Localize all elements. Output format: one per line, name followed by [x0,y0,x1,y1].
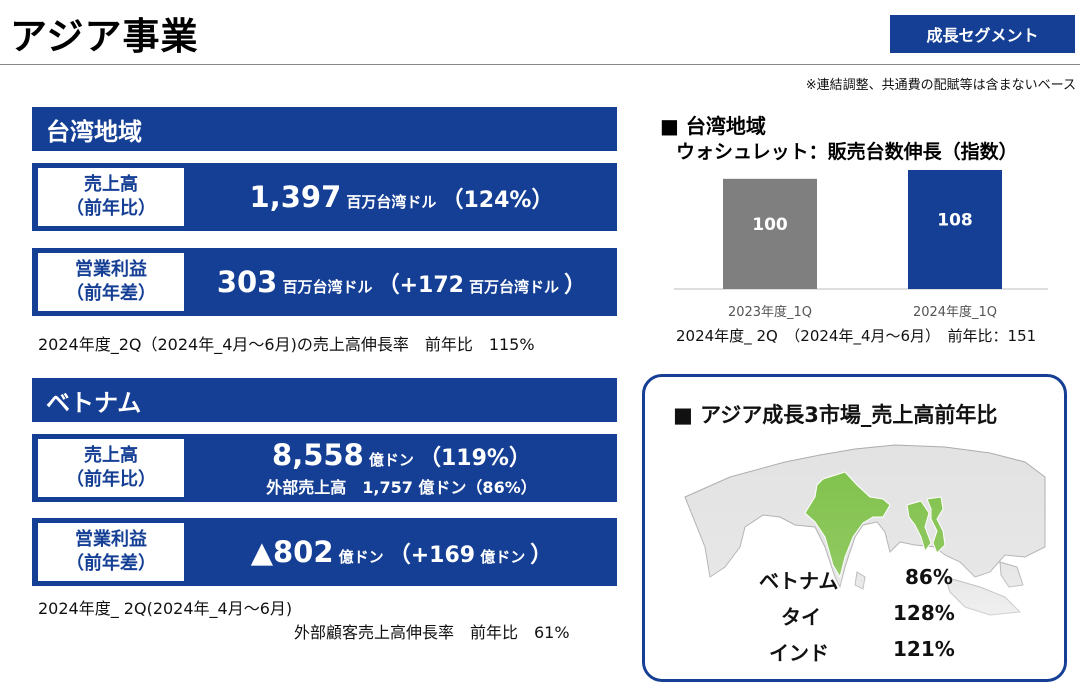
segment-badge: 成長セグメント [890,15,1075,53]
taiwan-profit-diff-close: ） [564,273,587,298]
taiwan-sales-row: 売上高 （前年比） 1,397 百万台湾ドル （124%） [32,163,617,231]
vietnam-sales-unit: 億ドン [368,451,414,469]
market-name: タイ [781,605,821,629]
label-line1: 売上高 [84,174,138,195]
vietnam-profit-label: 営業利益 （前年差） [38,523,184,581]
x-tick-label: 2024年度_1Q [913,304,997,320]
vietnam-footnote-line1: 2024年度_ 2Q(2024年_4月～6月) [38,599,293,618]
vietnam-sales-label: 売上高 （前年比） [38,439,184,497]
label-line1: 営業利益 [75,259,147,280]
vietnam-sales-ratio: （119%） [418,446,531,471]
label-line2: （前年差） [66,283,156,304]
asia-markets-panel: ■ アジア成長3市場_売上高前年比 ベトナム 86% タイ 128% インド 1… [642,374,1067,682]
vietnam-profit-unit: 億ドン [338,548,384,566]
header-divider [0,64,1080,65]
taiwan-profit-diff: （+172 [377,273,464,298]
market-name: ベトナム [759,569,839,593]
label-line2: （前年比） [66,198,156,219]
taiwan-sales-unit: 百万台湾ドル [346,193,437,211]
taiwan-footnote: 2024年度_2Q（2024年_4月～6月)の売上高伸長率 前年比 115% [38,335,535,354]
vietnam-sales-value: 8,558 [272,438,364,472]
vietnam-profit-value: ▲802 [250,535,334,569]
vietnam-footnote-line2: 外部顧客売上高伸長率 前年比 61% [294,623,570,642]
asia-map [645,427,1064,677]
taiwan-profit-value-block: 303 百万台湾ドル （+172 百万台湾ドル ） [192,248,611,316]
bar-value-label: 108 [937,211,973,231]
bar-2 [908,170,1002,289]
chart-subheading: ウォシュレット：販売台数伸長（指数） [676,141,1018,163]
vietnam-profit-diff-close: ） [530,543,553,568]
taiwan-profit-row: 営業利益 （前年差） 303 百万台湾ドル （+172 百万台湾ドル ） [32,248,617,316]
taiwan-sales-value: 1,397 [249,180,342,214]
taiwan-sales-value-block: 1,397 百万台湾ドル （124%） [192,163,611,231]
page-title: アジア事業 [10,15,199,58]
taiwan-profit-label: 営業利益 （前年差） [38,253,184,311]
market-value: 128% [893,601,955,625]
taiwan-profit-diff-unit: 百万台湾ドル [469,278,560,296]
label-line1: 売上高 [84,445,138,466]
bar-1 [723,178,817,289]
vietnam-sales-value-block: 8,558 億ドン （119%） 外部売上高 1,757 億ドン（86%） [192,434,611,502]
chart-footnote: 2024年度_ 2Q （2024年_4月～6月） 前年比：151 [676,327,1037,345]
scope-note: ※連結調整、共通費の配賦等は含まないベース [805,78,1076,93]
x-tick-label: 2023年度_1Q [728,304,812,320]
label-line2: （前年差） [66,553,156,574]
label-line2: （前年比） [66,469,156,490]
vietnam-sales-row: 売上高 （前年比） 8,558 億ドン （119%） 外部売上高 1,757 億… [32,434,617,502]
label-line1: 営業利益 [75,529,147,550]
taiwan-heading: 台湾地域 [32,107,617,151]
taiwan-sales-ratio: （124%） [441,188,554,213]
market-value: 86% [905,565,953,589]
taiwan-sales-label: 売上高 （前年比） [38,168,184,226]
chart-heading: ■ 台湾地域 [660,114,766,138]
taiwan-profit-value: 303 [216,265,278,299]
market-name: インド [769,641,829,665]
vietnam-profit-diff-unit: 億ドン [480,548,526,566]
taiwan-profit-unit: 百万台湾ドル [282,278,373,296]
vietnam-profit-row: 営業利益 （前年差） ▲802 億ドン （+169 億ドン ） [32,518,617,586]
vietnam-heading: ベトナム [32,378,617,422]
vietnam-external-sales: 外部売上高 1,757 億ドン（86%） [266,478,537,497]
vietnam-profit-diff: （+169 [388,543,476,568]
map-fade [645,427,1064,677]
bar-value-label: 100 [752,215,788,235]
washlet-bar-chart: 100 2023年度_1Q 108 2024年度_1Q [674,170,1048,320]
vietnam-profit-value-block: ▲802 億ドン （+169 億ドン ） [192,518,611,586]
market-value: 121% [893,637,955,661]
asia-markets-heading: ■ アジア成長3市場_売上高前年比 [673,403,998,427]
